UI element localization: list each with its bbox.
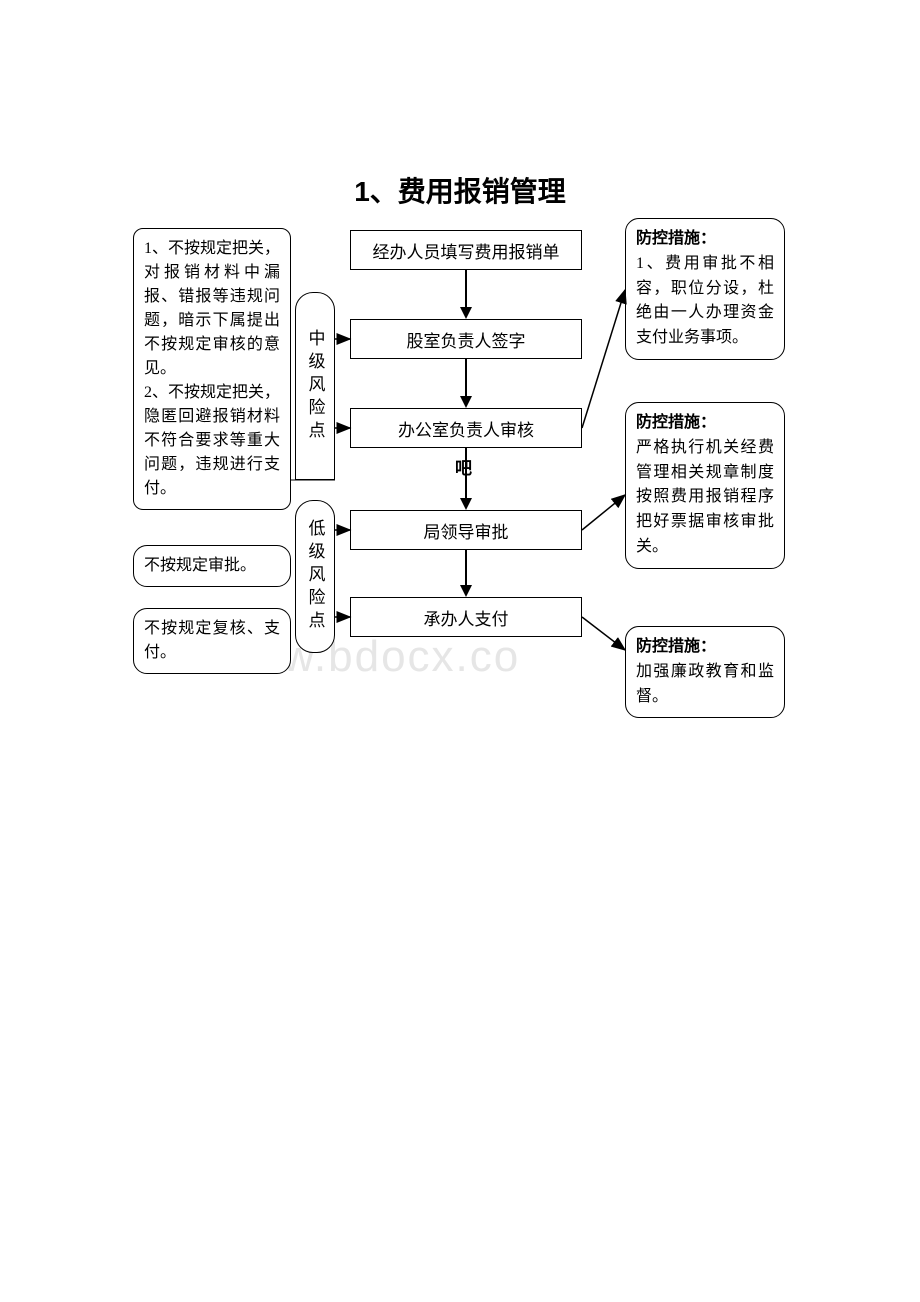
connectors: [0, 0, 920, 1302]
